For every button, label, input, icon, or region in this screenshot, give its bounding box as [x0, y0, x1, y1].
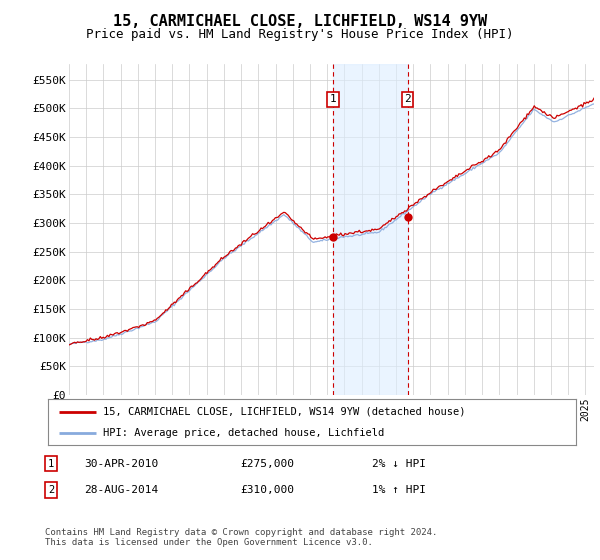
Text: 2: 2 [48, 485, 54, 495]
Text: HPI: Average price, detached house, Lichfield: HPI: Average price, detached house, Lich… [103, 428, 385, 438]
Bar [333, 64, 407, 395]
Text: £310,000: £310,000 [240, 485, 294, 495]
Text: 30-APR-2010: 30-APR-2010 [84, 459, 158, 469]
Text: Price paid vs. HM Land Registry's House Price Index (HPI): Price paid vs. HM Land Registry's House … [86, 28, 514, 41]
Text: £275,000: £275,000 [240, 459, 294, 469]
Text: 1: 1 [329, 94, 336, 104]
Text: 1: 1 [48, 459, 54, 469]
Text: Contains HM Land Registry data © Crown copyright and database right 2024.
This d: Contains HM Land Registry data © Crown c… [45, 528, 437, 547]
Text: 15, CARMICHAEL CLOSE, LICHFIELD, WS14 9YW (detached house): 15, CARMICHAEL CLOSE, LICHFIELD, WS14 9Y… [103, 407, 466, 417]
Text: 15, CARMICHAEL CLOSE, LICHFIELD, WS14 9YW: 15, CARMICHAEL CLOSE, LICHFIELD, WS14 9Y… [113, 14, 487, 29]
Text: 2% ↓ HPI: 2% ↓ HPI [372, 459, 426, 469]
Text: 28-AUG-2014: 28-AUG-2014 [84, 485, 158, 495]
Text: 1% ↑ HPI: 1% ↑ HPI [372, 485, 426, 495]
Text: 2: 2 [404, 94, 411, 104]
